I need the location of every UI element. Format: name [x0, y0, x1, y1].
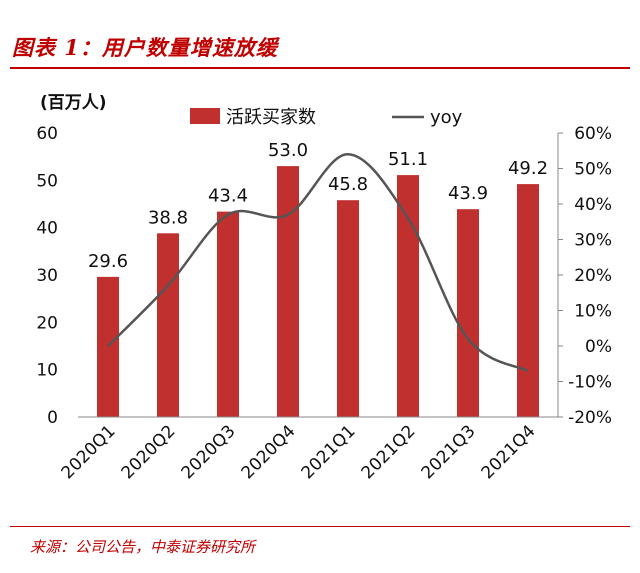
left-tick-label: 10	[36, 361, 58, 381]
left-axis-ticks: 0 10 20 30 40 50 60	[36, 124, 58, 428]
axes	[78, 133, 559, 418]
left-tick-label: 0	[47, 408, 58, 428]
right-tick-label: 0%	[585, 337, 612, 357]
left-tick-label: 30	[36, 266, 58, 286]
right-tick-label: 50%	[574, 160, 612, 180]
bar-2020Q2	[157, 233, 179, 417]
bar-2020Q3	[217, 211, 239, 417]
footer-rule	[10, 526, 630, 527]
bar-2020Q1	[97, 276, 119, 417]
bar-label-2021Q3: 43.9	[448, 183, 488, 204]
x-tick-label-2021Q4: 2021Q4	[478, 421, 540, 483]
left-tick-label: 40	[36, 219, 58, 239]
x-tick-label-2020Q3: 2020Q3	[178, 421, 240, 483]
yoy-line	[107, 153, 529, 373]
bar-2021Q1	[337, 200, 359, 417]
right-tick-label: 40%	[574, 195, 612, 215]
right-tick-label: 10%	[574, 302, 612, 322]
x-tick-label-2021Q3: 2021Q3	[418, 421, 480, 483]
legend: 活跃买家数 yoy	[190, 107, 463, 128]
bar-2021Q3	[457, 209, 479, 417]
x-tick-label-2020Q4: 2020Q4	[238, 421, 300, 483]
source-note: 来源：公司公告，中泰证券研究所	[30, 538, 256, 556]
yoy-line-series	[107, 153, 529, 373]
bar-label-2020Q4: 53.0	[268, 140, 308, 161]
bar-label-2021Q1: 45.8	[328, 174, 368, 195]
legend-line-label: yoy	[430, 107, 463, 128]
bar-data-labels: 29.6 38.8 43.4 53.0 45.8 51.1 43.9 49.2	[88, 140, 548, 272]
right-tick-label: -10%	[568, 373, 612, 393]
right-tick-label: 60%	[574, 124, 612, 144]
right-tick-label: -20%	[568, 408, 612, 428]
legend-bar-swatch	[190, 108, 220, 124]
y-axis-unit-label: (百万人)	[40, 93, 107, 113]
left-tick-label: 50	[36, 171, 58, 191]
bar-2021Q2	[397, 175, 419, 417]
bar-label-2021Q2: 51.1	[388, 149, 428, 170]
title-rule	[10, 67, 630, 69]
left-tick-label: 20	[36, 313, 58, 333]
bar-2021Q4	[517, 184, 539, 417]
bar-label-2020Q2: 38.8	[148, 207, 188, 228]
bar-series	[97, 166, 539, 417]
x-tick-label-2020Q2: 2020Q2	[118, 421, 180, 483]
legend-bar-label: 活跃买家数	[226, 107, 316, 128]
bar-label-2020Q1: 29.6	[88, 251, 128, 272]
x-tick-label-2021Q2: 2021Q2	[358, 421, 420, 483]
bar-label-2021Q4: 49.2	[508, 158, 548, 179]
right-tick-label: 20%	[574, 266, 612, 286]
right-tick-label: 30%	[574, 231, 612, 251]
x-tick-label-2021Q1: 2021Q1	[298, 421, 360, 483]
bar-label-2020Q3: 43.4	[208, 186, 248, 207]
x-tick-label-2020Q1: 2020Q1	[58, 421, 120, 483]
bar-2020Q4	[277, 166, 299, 417]
right-axis-ticks: -20% -10% 0% 10% 20% 30% 40% 50% 60%	[558, 124, 612, 428]
chart-area: (百万人) 活跃买家数 yoy 29.6 38.8 43.4 53.0 45.8 51.1…	[36, 93, 612, 483]
figure-title: 图表 1：用户数量增速放缓	[12, 35, 278, 60]
x-axis-ticks: 2020Q12020Q22020Q32020Q42021Q12021Q22021…	[58, 421, 540, 483]
left-tick-label: 60	[36, 124, 58, 144]
